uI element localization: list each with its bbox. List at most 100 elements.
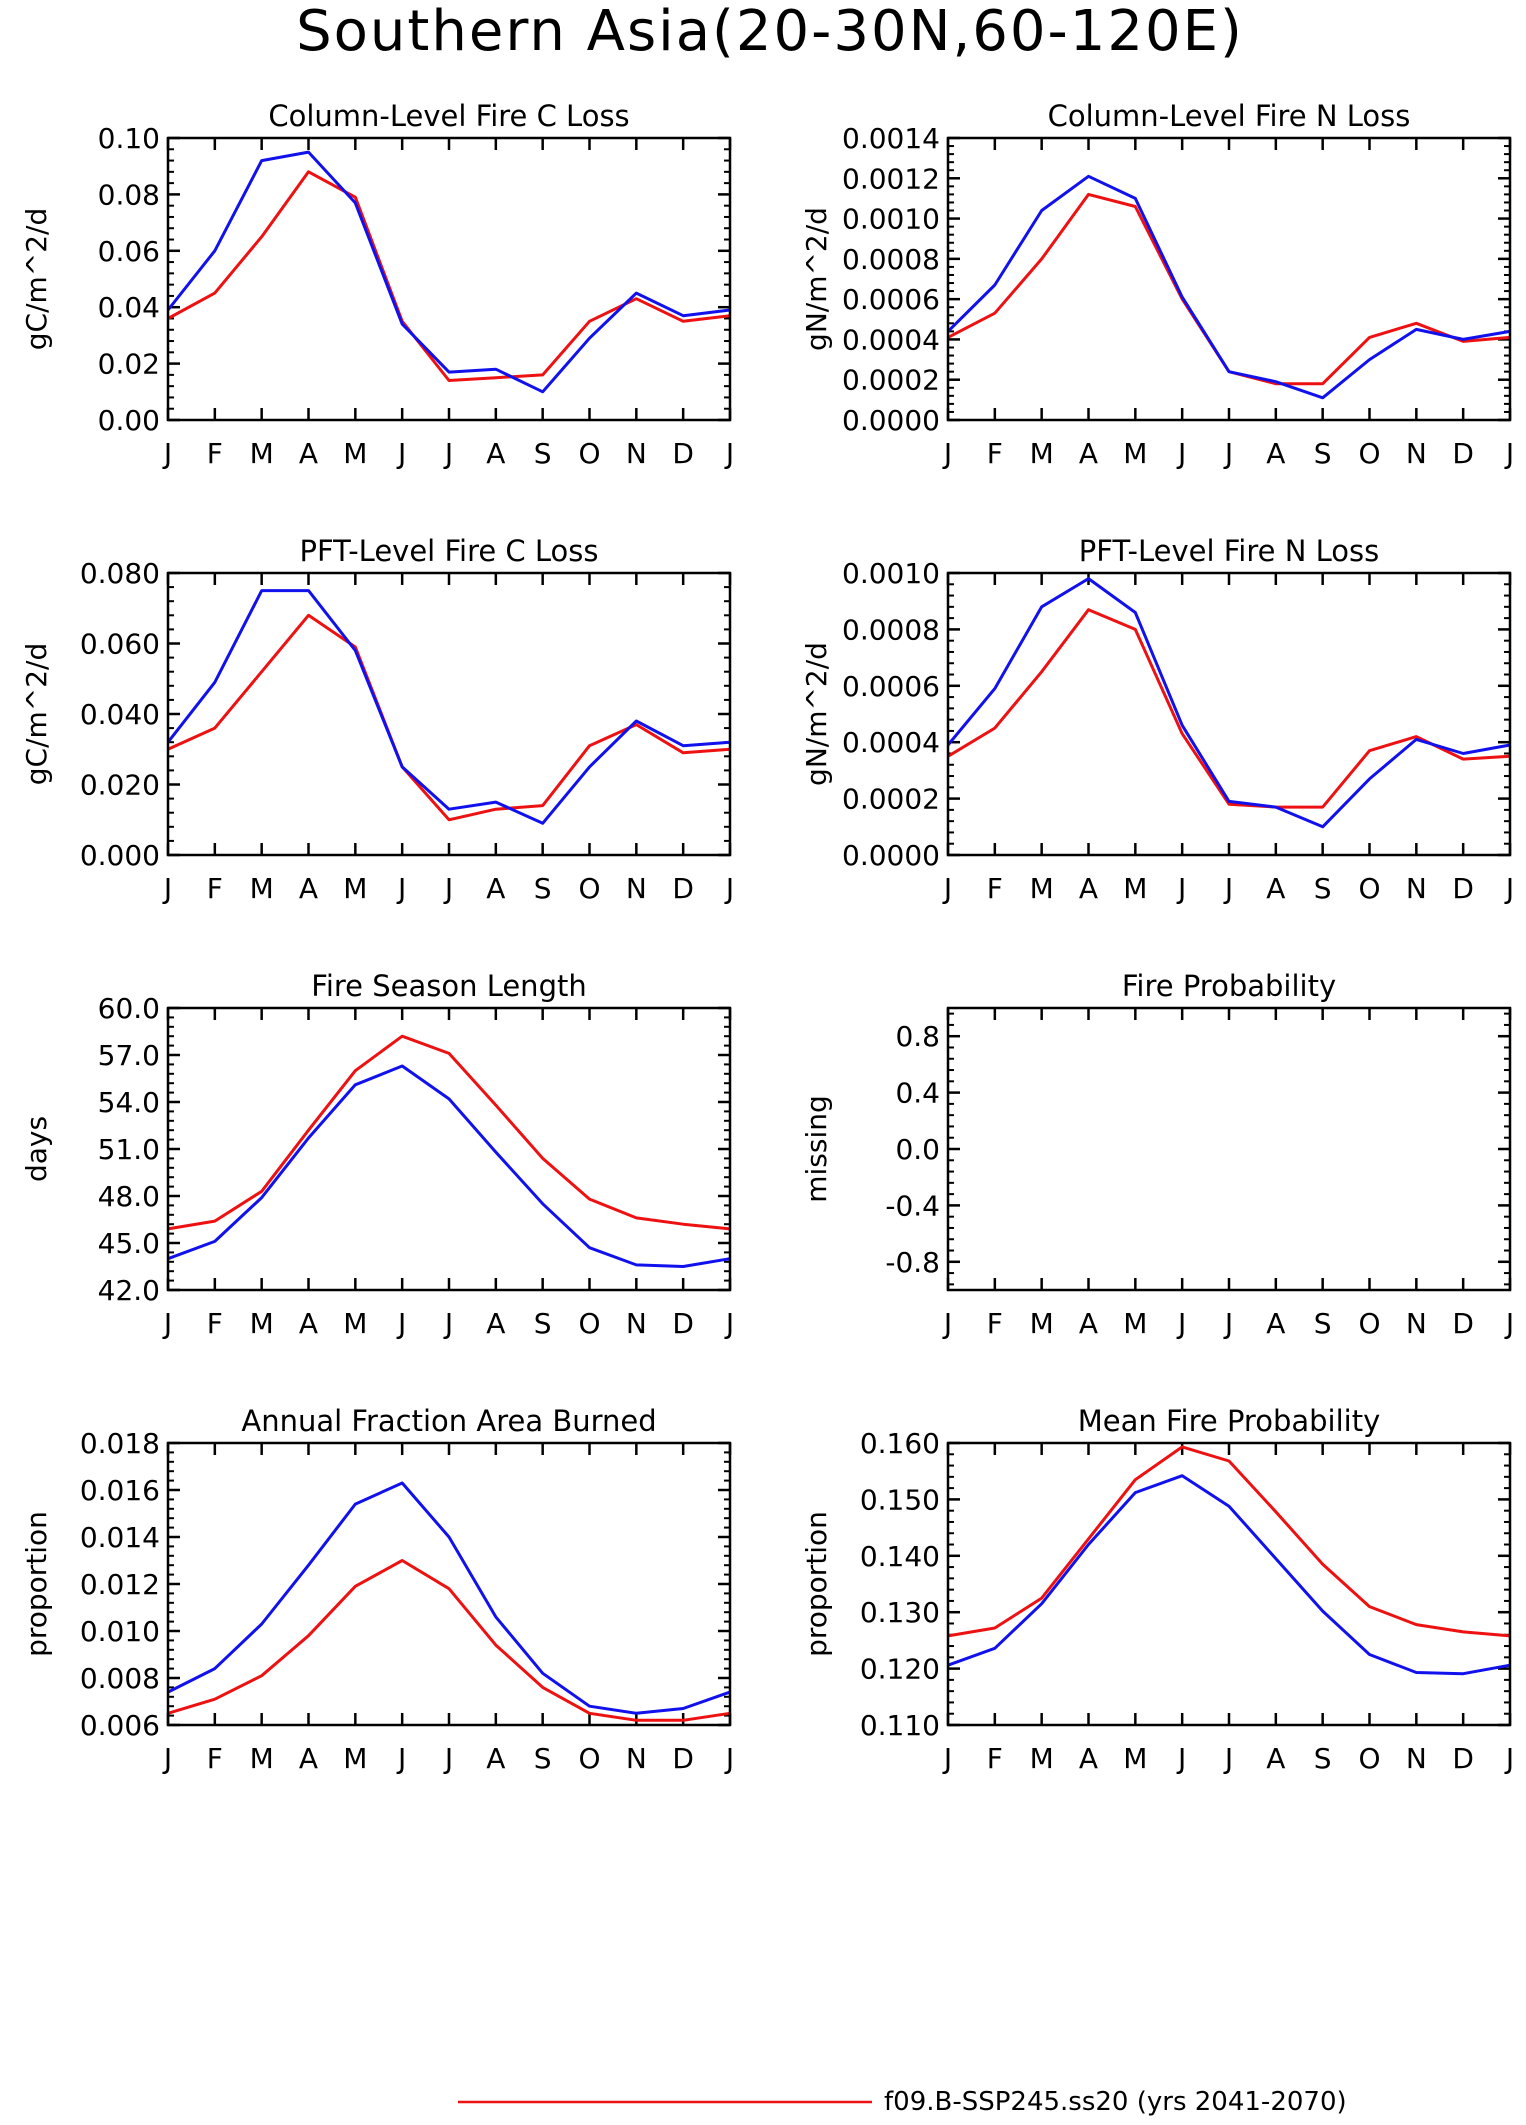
x-tick-label: N xyxy=(1406,437,1427,470)
x-tick-label: A xyxy=(299,872,318,905)
x-tick-label: N xyxy=(626,1307,647,1340)
plot-frame xyxy=(166,1006,732,1292)
x-tick-label: F xyxy=(987,437,1003,470)
y-tick-label: 0.016 xyxy=(80,1474,160,1507)
x-tick-label: A xyxy=(486,1742,505,1775)
x-tick-label: N xyxy=(626,437,647,470)
series-line xyxy=(946,174,1511,400)
plot-frame xyxy=(946,1006,1512,1292)
y-tick-label: 57.0 xyxy=(98,1039,160,1072)
y-tick-label: 0.0002 xyxy=(842,364,940,397)
y-tick-label: 0.0012 xyxy=(842,162,940,195)
x-tick-label: J xyxy=(443,1307,453,1340)
x-tick-label: N xyxy=(626,872,647,905)
y-tick-label: 0.0010 xyxy=(842,203,940,236)
x-tick-label: J xyxy=(396,437,406,470)
x-tick-label: J xyxy=(1223,872,1233,905)
y-tick-label: 0.060 xyxy=(80,628,160,661)
y-axis-label: gN/m^2/d xyxy=(800,642,833,786)
x-tick-label: J xyxy=(942,1742,952,1775)
y-tick-label: 0.110 xyxy=(860,1709,940,1742)
x-tick-label: J xyxy=(1223,437,1233,470)
y-tick-label: 0.0010 xyxy=(842,557,940,590)
y-tick-label: 0.4 xyxy=(895,1077,940,1110)
y-tick-label: 48.0 xyxy=(98,1180,160,1213)
x-tick-label: S xyxy=(534,437,552,470)
plot-frame xyxy=(946,1441,1512,1727)
x-tick-label: N xyxy=(626,1742,647,1775)
plot-frame xyxy=(946,571,1512,857)
y-tick-label: 0.10 xyxy=(98,122,160,155)
x-tick-label: N xyxy=(1406,1307,1427,1340)
x-tick-label: F xyxy=(207,1307,223,1340)
y-tick-label: 0.04 xyxy=(98,291,160,324)
x-tick-label: D xyxy=(1452,1742,1474,1775)
x-tick-label: M xyxy=(1030,437,1054,470)
y-tick-label: 0.0000 xyxy=(842,839,940,872)
x-tick-label: A xyxy=(486,437,505,470)
y-tick-label: 51.0 xyxy=(98,1133,160,1166)
series-line xyxy=(167,1481,731,1715)
y-tick-label: 42.0 xyxy=(98,1274,160,1307)
y-tick-label: 0.018 xyxy=(80,1427,160,1460)
x-tick-label: J xyxy=(1176,1307,1186,1340)
y-tick-label: 0.0004 xyxy=(842,726,940,759)
x-tick-label: J xyxy=(1176,1742,1186,1775)
x-tick-label: O xyxy=(578,872,600,905)
series-line xyxy=(166,589,731,825)
y-axis-label: gC/m^2/d xyxy=(20,643,53,786)
y-axis-label: proportion xyxy=(20,1511,53,1657)
x-tick-label: J xyxy=(1504,1742,1514,1775)
x-tick-label: M xyxy=(1123,1742,1147,1775)
x-tick-label: N xyxy=(1406,1742,1427,1775)
x-tick-label: N xyxy=(1406,872,1427,905)
x-tick-label: J xyxy=(443,437,453,470)
series-line xyxy=(167,170,731,382)
x-tick-label: S xyxy=(534,1307,552,1340)
x-tick-label: A xyxy=(486,872,505,905)
series-line xyxy=(947,608,1511,809)
series-line xyxy=(167,1559,731,1722)
x-tick-label: A xyxy=(1266,1742,1285,1775)
y-tick-label: 0.0002 xyxy=(842,783,940,816)
y-tick-label: 0.020 xyxy=(80,769,160,802)
series-line xyxy=(947,1474,1511,1676)
y-tick-label: 0.006 xyxy=(80,1709,160,1742)
y-axis-label: days xyxy=(20,1116,53,1182)
x-tick-label: J xyxy=(942,437,952,470)
chart-title: Fire Season Length xyxy=(311,969,586,1003)
x-tick-label: M xyxy=(250,1742,274,1775)
series-line xyxy=(167,1034,731,1231)
chart-title: Mean Fire Probability xyxy=(1078,1404,1381,1438)
legend: f09.B-SSP245.ss20 (yrs 2041-2070) xyxy=(458,2087,1347,2117)
y-tick-label: 0.120 xyxy=(860,1653,940,1686)
x-tick-label: F xyxy=(207,872,223,905)
x-tick-label: J xyxy=(162,1742,172,1775)
x-tick-label: M xyxy=(1030,1742,1054,1775)
x-tick-label: J xyxy=(162,1307,172,1340)
x-tick-label: J xyxy=(1504,872,1514,905)
page-title: Southern Asia(20-30N,60-120E) xyxy=(296,0,1244,64)
chart-title: PFT-Level Fire C Loss xyxy=(300,534,599,568)
x-tick-label: A xyxy=(486,1307,505,1340)
x-tick-label: M xyxy=(1030,1307,1054,1340)
x-tick-label: J xyxy=(162,872,172,905)
y-tick-label: 0.02 xyxy=(98,348,160,381)
x-tick-label: O xyxy=(1358,1742,1380,1775)
x-tick-label: J xyxy=(1176,872,1186,905)
x-tick-label: D xyxy=(672,437,694,470)
y-tick-label: -0.8 xyxy=(885,1246,940,1279)
x-tick-label: F xyxy=(987,1742,1003,1775)
x-tick-label: J xyxy=(1176,437,1186,470)
x-tick-label: F xyxy=(987,1307,1003,1340)
y-tick-label: 0.014 xyxy=(80,1521,160,1554)
x-tick-label: J xyxy=(396,1307,406,1340)
y-tick-label: 0.012 xyxy=(80,1568,160,1601)
chart-title: PFT-Level Fire N Loss xyxy=(1079,534,1379,568)
x-tick-label: M xyxy=(343,437,367,470)
series-line xyxy=(947,1445,1511,1638)
